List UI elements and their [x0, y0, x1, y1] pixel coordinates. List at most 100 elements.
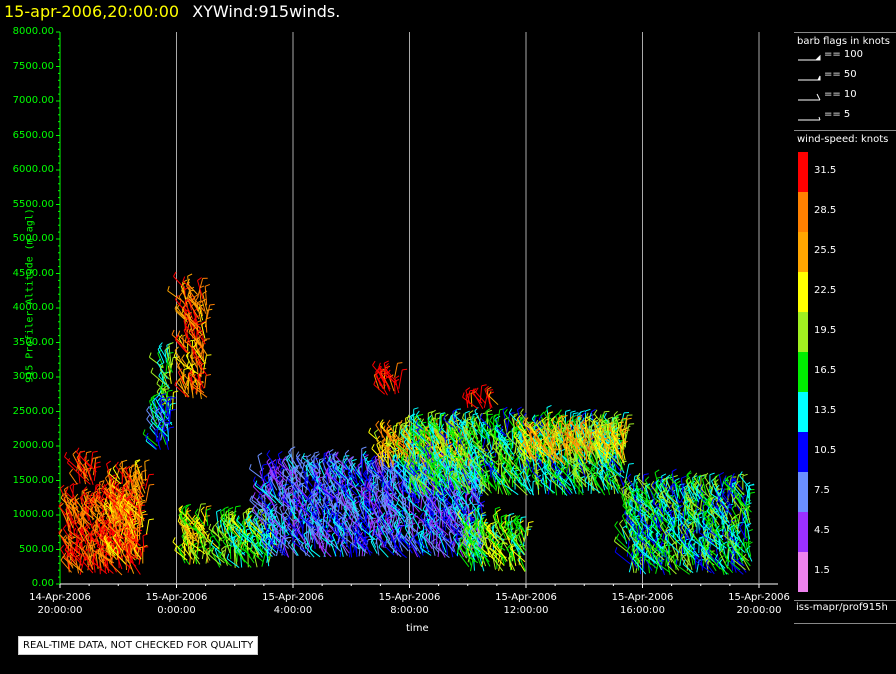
- wind-barb-flag: [325, 468, 328, 474]
- wind-barb-flag: [132, 464, 138, 466]
- wind-barb-flag: [177, 516, 181, 522]
- wind-barb-flag: [195, 296, 199, 301]
- wind-barb-flag: [343, 532, 346, 538]
- wind-barb-flag: [120, 554, 124, 560]
- wind-barb-flag: [83, 499, 87, 505]
- wind-barb: [67, 510, 76, 525]
- wind-barb-flag: [309, 544, 313, 550]
- wind-barb: [190, 365, 198, 385]
- wind-barb-flag: [277, 457, 281, 464]
- wind-barb-flag: [193, 342, 198, 348]
- wind-barb-flag: [422, 504, 426, 510]
- wind-barb-flag: [284, 487, 288, 493]
- wind-barb-flag: [287, 491, 292, 497]
- wind-barb: [351, 466, 364, 484]
- wind-barb: [138, 505, 145, 522]
- wind-barb-flag: [209, 303, 215, 306]
- wind-barb-flag: [112, 546, 117, 552]
- wind-barb: [198, 337, 205, 354]
- wind-barb-flag: [196, 517, 201, 522]
- wind-barb-flag: [211, 524, 216, 530]
- wind-barb-flag: [296, 464, 300, 470]
- wind-barb-flag: [193, 293, 199, 298]
- wind-barb-flag: [164, 384, 170, 388]
- wind-barb: [174, 308, 188, 321]
- wind-barb-flag: [277, 465, 281, 471]
- wind-barb-flag: [207, 549, 213, 552]
- wind-barb: [291, 480, 302, 496]
- wind-barb: [73, 551, 82, 563]
- wind-barb: [123, 513, 130, 526]
- wind-barb: [103, 538, 115, 553]
- wind-barb-flag: [226, 537, 231, 542]
- wind-barb-flag: [184, 524, 188, 530]
- wind-barb-flag: [343, 518, 348, 523]
- wind-barb-flag: [298, 509, 302, 515]
- wind-barb: [275, 510, 288, 520]
- wind-barb: [88, 546, 100, 555]
- wind-barb: [175, 310, 186, 321]
- wind-barb-flag: [270, 469, 274, 475]
- wind-barb-flag: [361, 446, 367, 450]
- wind-barb-flag: [210, 539, 214, 545]
- wind-barb: [138, 502, 142, 523]
- wind-barb-flag: [182, 276, 186, 282]
- wind-barb: [82, 491, 88, 504]
- wind-barb: [251, 499, 269, 512]
- wind-barb-flag: [371, 443, 375, 449]
- wind-barb-flag: [197, 328, 201, 334]
- wind-barb: [199, 541, 208, 552]
- wind-barb: [132, 487, 143, 501]
- wind-barb-flag: [234, 537, 239, 542]
- wind-barb-flag: [64, 451, 68, 458]
- wind-barb-flag: [126, 472, 131, 478]
- wind-barb-flag: [386, 419, 391, 425]
- wind-barb-flag: [287, 475, 291, 481]
- wind-barb: [290, 510, 302, 524]
- wind-barb-flag: [72, 506, 77, 511]
- wind-barb-flag: [70, 536, 76, 540]
- wind-barb-flag: [159, 409, 165, 415]
- wind-barb: [197, 362, 208, 377]
- wind-barb-flag: [277, 490, 281, 496]
- wind-barb: [174, 384, 189, 398]
- wind-barb: [192, 311, 199, 325]
- wind-barb-flag: [418, 413, 424, 417]
- wind-barb: [104, 477, 115, 495]
- wind-barb: [122, 486, 136, 504]
- wind-barb-flag: [181, 286, 185, 291]
- wind-barb: [168, 344, 172, 365]
- wind-barb: [323, 504, 332, 523]
- wind-barb-flag: [181, 373, 187, 379]
- wind-barb: [118, 508, 128, 524]
- wind-barb-flag: [171, 329, 175, 335]
- wind-barb-flag: [86, 525, 90, 530]
- wind-barb: [341, 488, 356, 503]
- wind-barb: [197, 349, 205, 362]
- wind-barb: [296, 457, 304, 471]
- wind-barb: [303, 474, 313, 487]
- wind-barb-flag: [79, 450, 85, 454]
- wind-barb-flag: [228, 507, 234, 510]
- wind-barb-flag: [376, 435, 381, 441]
- wind-barb: [138, 547, 142, 564]
- wind-barb: [335, 455, 348, 471]
- wind-barb: [104, 536, 112, 549]
- wind-barb-flag: [290, 506, 295, 511]
- title-date: 15-apr-2006,20:00:00: [4, 2, 180, 21]
- wind-barb-flag: [172, 537, 176, 543]
- wind-barb-flag: [100, 523, 105, 529]
- wind-barb-flag: [194, 508, 199, 514]
- wind-barb: [89, 500, 101, 516]
- wind-barb-flag: [168, 342, 174, 346]
- wind-barb: [157, 352, 164, 368]
- wind-barb-flag: [260, 525, 265, 530]
- wind-barb: [223, 534, 231, 546]
- wind-barb-flag: [257, 452, 263, 457]
- wind-barb-flag: [200, 506, 205, 511]
- wind-barb: [91, 560, 108, 575]
- wind-barb-flag: [86, 451, 92, 454]
- wind-barb-flag: [134, 503, 140, 508]
- wind-barb: [202, 547, 211, 561]
- wind-barb-flag: [62, 524, 67, 529]
